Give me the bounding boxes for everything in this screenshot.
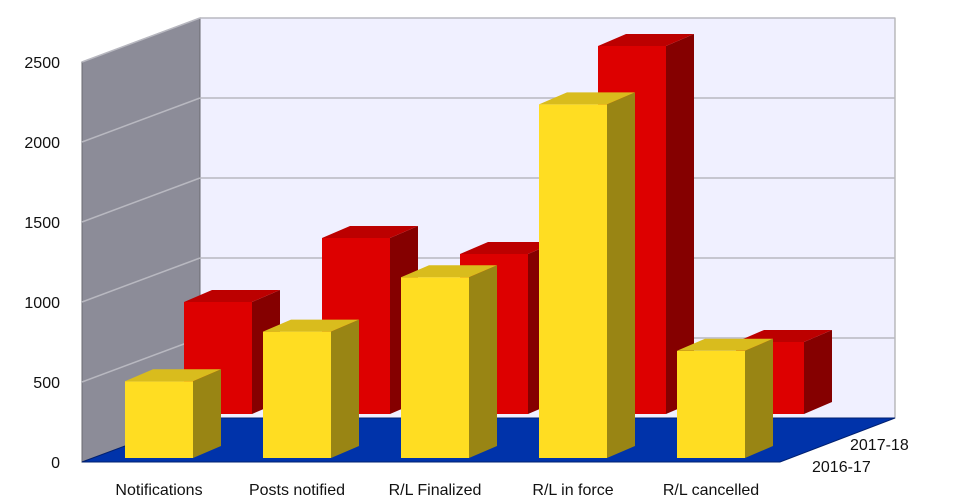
bars — [125, 34, 832, 459]
category-labels: Notifications Posts notified R/L Finalized… — [115, 482, 759, 499]
series-label: 2016-17 — [812, 459, 871, 476]
bar-top — [460, 242, 556, 254]
y-tick-label: 2500 — [24, 55, 60, 72]
bar-front — [539, 104, 607, 459]
bar-front — [263, 331, 331, 458]
bar-side — [469, 265, 497, 458]
bar-front — [401, 277, 469, 458]
bar-top — [125, 369, 221, 382]
series-labels: 2016-17 2017-18 — [812, 437, 909, 476]
y-tick-label: 1500 — [24, 215, 60, 232]
bar-side — [745, 338, 773, 458]
bar-top — [322, 226, 418, 238]
gridline-side — [81, 177, 201, 223]
bar-2016-17-r-l-finalized — [401, 265, 497, 458]
bar-side — [804, 330, 832, 414]
gridline-side — [81, 97, 201, 143]
bar-top — [184, 290, 280, 302]
series-label: 2017-18 — [850, 437, 909, 454]
y-tick-label: 2000 — [24, 135, 60, 152]
bar-top — [263, 319, 359, 332]
y-tick-label: 0 — [51, 455, 60, 472]
bar-2016-17-notifications — [125, 369, 221, 458]
bar-side — [193, 369, 221, 458]
gridline-side — [81, 257, 201, 303]
bar-2016-17-r-l-in-force — [539, 92, 635, 459]
bar-2016-17-r-l-cancelled — [677, 338, 773, 458]
bar-top — [677, 338, 773, 351]
y-axis-ticks: 0 500 1000 1500 2000 2500 — [24, 55, 60, 472]
bar-side — [331, 319, 359, 458]
y-tick-label: 500 — [33, 375, 60, 392]
gridline-side — [81, 337, 201, 383]
bar-side — [666, 34, 694, 414]
bar-front — [125, 381, 193, 458]
y-tick-label: 1000 — [24, 295, 60, 312]
bar-front — [677, 350, 745, 458]
x-category-label: R/L Finalized — [389, 482, 482, 499]
x-category-label: Notifications — [115, 482, 202, 499]
bar-2016-17-posts-notified — [263, 319, 359, 458]
x-category-label: Posts notified — [249, 482, 345, 499]
bar-top — [401, 265, 497, 278]
x-category-label: R/L cancelled — [663, 482, 759, 499]
x-category-label: R/L in force — [532, 482, 613, 499]
bar-top — [539, 92, 635, 105]
bar-side — [607, 92, 635, 459]
bar-top — [598, 34, 694, 46]
gridline-side — [81, 17, 201, 63]
